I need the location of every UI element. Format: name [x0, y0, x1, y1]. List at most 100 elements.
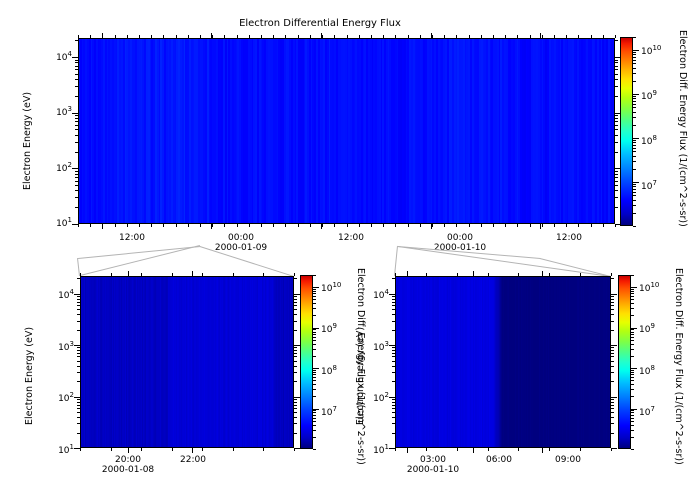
spectrogram-column [146, 276, 148, 448]
spectrogram-column [462, 276, 464, 448]
y-minor-tick [392, 330, 395, 331]
y-minor-tick-right [615, 60, 618, 61]
spectrogram-column [203, 276, 205, 448]
spectrogram-column [285, 38, 289, 224]
spectrogram-column [103, 38, 106, 224]
spectrogram-column [125, 276, 127, 448]
x-minor-tick [115, 224, 116, 227]
zoom-right-colorbar[interactable] [618, 275, 631, 449]
spectrogram-column [165, 38, 169, 224]
spectrogram-column [188, 276, 190, 448]
x-minor-tick-top [176, 35, 177, 38]
y-minor-tick [392, 309, 395, 310]
spectrogram-column [412, 38, 416, 224]
x-major-tick-top [431, 33, 432, 38]
x-minor-tick-top [111, 273, 112, 276]
spectrogram-column [131, 38, 135, 224]
spectrogram-column [260, 38, 264, 224]
spectrogram-column [527, 38, 530, 224]
spectrogram-column [135, 38, 138, 224]
y-major-tick-right [611, 345, 617, 346]
spectrogram-zoom-right[interactable] [395, 276, 611, 448]
spectrogram-column [96, 276, 98, 448]
spectrogram-column [609, 38, 613, 224]
spectrogram-column [255, 38, 258, 224]
spectrogram-column [128, 276, 130, 448]
y-minor-tick-right [611, 350, 614, 351]
spectrogram-zoom-left[interactable] [80, 276, 294, 448]
spectrogram-column [180, 38, 183, 224]
x-minor-tick-top [141, 273, 142, 276]
colorbar-minor-tick [633, 192, 636, 193]
spectrogram-column [559, 38, 562, 224]
page-title: Electron Differential Energy Flux [239, 18, 401, 29]
x-minor-tick [603, 224, 604, 227]
colorbar-minor-tick [631, 299, 634, 300]
colorbar-major-tick [631, 328, 637, 329]
y-minor-tick [392, 361, 395, 362]
y-minor-tick [75, 135, 78, 136]
spectrogram-column [101, 276, 103, 448]
spectrogram-column [511, 38, 514, 224]
spectrogram-column [136, 276, 138, 448]
spectrogram-column [169, 276, 171, 448]
zoom-left-cbtick-label-9: 109 [321, 322, 337, 335]
colorbar-minor-tick [633, 63, 636, 64]
spectrogram-column [467, 276, 469, 448]
spectrogram-column [423, 276, 425, 448]
spectrogram-column [159, 276, 161, 448]
spectrogram-column [484, 276, 486, 448]
y-minor-tick-right [294, 296, 297, 297]
spectrogram-column [233, 276, 235, 448]
spectrogram-column [580, 38, 584, 224]
spectrogram-column [211, 276, 213, 448]
spectrogram-column [549, 276, 551, 448]
spectrogram-column [95, 38, 99, 224]
spectrogram-column [212, 276, 214, 448]
overview-colorbar[interactable] [620, 37, 633, 226]
y-major-tick [72, 113, 78, 114]
spectrogram-column [213, 276, 215, 448]
spectrogram-column [275, 276, 277, 448]
y-minor-tick-right [611, 433, 614, 434]
zoom-left-colorbar[interactable] [300, 275, 313, 449]
y-minor-tick [75, 86, 78, 87]
y-minor-tick-right [615, 62, 618, 63]
spectrogram-column [400, 276, 402, 448]
spectrogram-column [437, 276, 439, 448]
y-minor-tick-right [611, 412, 614, 413]
spectrogram-column [110, 38, 113, 224]
spectrogram-column [350, 38, 353, 224]
spectrogram-column [235, 276, 237, 448]
spectrogram-column [364, 38, 367, 224]
spectrogram-overview[interactable] [78, 38, 615, 224]
spectrogram-column [604, 38, 607, 224]
spectrogram-column [185, 276, 187, 448]
spectrogram-column [478, 276, 480, 448]
spectrogram-column [596, 276, 598, 448]
spectrogram-column [458, 276, 460, 448]
spectrogram-column [496, 276, 498, 448]
spectrogram-column [260, 276, 262, 448]
colorbar-minor-tick [313, 275, 316, 276]
spectrogram-column [104, 276, 106, 448]
spectrogram-column [532, 38, 536, 224]
y-minor-tick [75, 79, 78, 80]
x-minor-tick-top [542, 35, 543, 38]
spectrogram-column [495, 276, 497, 448]
spectrogram-column [153, 38, 156, 224]
x-minor-tick [139, 224, 140, 227]
spectrogram-column [463, 276, 465, 448]
spectrogram-column [214, 38, 217, 224]
spectrogram-column [274, 38, 278, 224]
spectrogram-column [382, 38, 385, 224]
spectrogram-column [192, 38, 196, 224]
x-minor-tick-top [202, 273, 203, 276]
spectrogram-column [115, 276, 117, 448]
spectrogram-column [449, 276, 451, 448]
colorbar-minor-tick [633, 156, 636, 157]
y-minor-tick-right [294, 412, 297, 413]
colorbar-minor-tick [631, 377, 634, 378]
spectrogram-column [276, 38, 280, 224]
spectrogram-column [480, 276, 482, 448]
